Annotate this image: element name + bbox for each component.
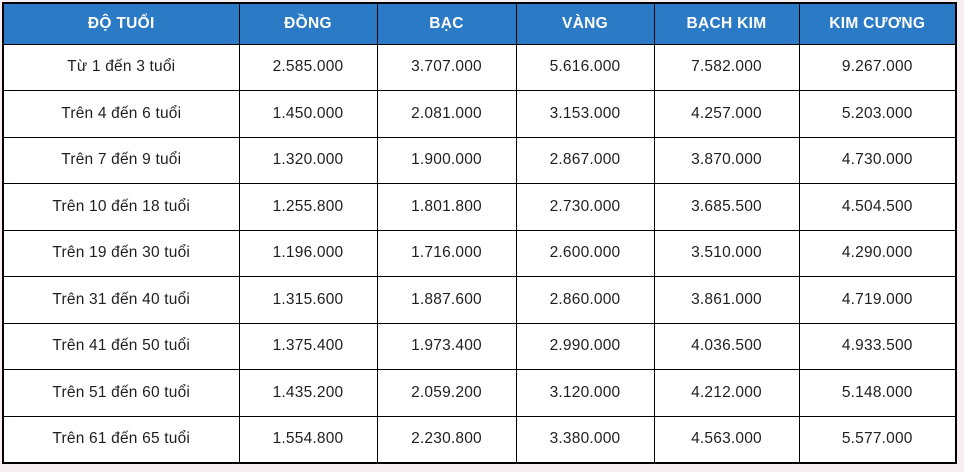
age-cell: Trên 51 đến 60 tuổi [2,369,240,417]
table-row: Trên 10 đến 18 tuổi 1.255.800 1.801.800 … [2,183,957,231]
price-cell: 3.870.000 [653,136,800,184]
table-row: Trên 41 đến 50 tuổi 1.375.400 1.973.400 … [2,322,957,370]
price-cell: 5.203.000 [798,90,957,138]
price-cell: 2.059.200 [376,369,517,417]
price-cell: 2.860.000 [515,276,655,324]
price-cell: 3.120.000 [515,369,655,417]
price-cell: 2.600.000 [515,229,655,277]
price-cell: 3.861.000 [653,276,800,324]
age-cell: Trên 7 đến 9 tuổi [2,136,240,184]
pricing-table: ĐỘ TUỔI ĐỒNG BẠC VÀNG BẠCH KIM KIM CƯƠNG… [2,2,957,464]
age-cell: Trên 41 đến 50 tuổi [2,322,240,370]
price-cell: 3.707.000 [376,43,517,91]
column-header-vang: VÀNG [515,2,655,45]
price-cell: 1.435.200 [238,369,378,417]
price-cell: 2.585.000 [238,43,378,91]
price-cell: 7.582.000 [653,43,800,91]
table-row: Trên 7 đến 9 tuổi 1.320.000 1.900.000 2.… [2,136,957,184]
price-cell: 4.504.500 [798,183,957,231]
table-body: Từ 1 đến 3 tuổi 2.585.000 3.707.000 5.61… [2,43,957,463]
table-row: Trên 19 đến 30 tuổi 1.196.000 1.716.000 … [2,229,957,277]
price-cell: 5.148.000 [798,369,957,417]
price-cell: 5.577.000 [798,415,957,463]
column-header-age: ĐỘ TUỔI [2,2,240,45]
price-cell: 3.510.000 [653,229,800,277]
table-row: Trên 51 đến 60 tuổi 1.435.200 2.059.200 … [2,369,957,417]
table-row: Trên 4 đến 6 tuổi 1.450.000 2.081.000 3.… [2,90,957,138]
column-header-kim-cuong: KIM CƯƠNG [798,2,957,45]
price-cell: 9.267.000 [798,43,957,91]
price-cell: 1.554.800 [238,415,378,463]
price-cell: 4.933.500 [798,322,957,370]
price-cell: 2.990.000 [515,322,655,370]
age-cell: Trên 4 đến 6 tuổi [2,90,240,138]
price-cell: 1.973.400 [376,322,517,370]
price-cell: 5.616.000 [515,43,655,91]
price-cell: 1.716.000 [376,229,517,277]
column-header-bac: BẠC [376,2,517,45]
price-cell: 2.081.000 [376,90,517,138]
age-cell: Trên 31 đến 40 tuổi [2,276,240,324]
price-cell: 3.153.000 [515,90,655,138]
price-cell: 2.730.000 [515,183,655,231]
table-header-row: ĐỘ TUỔI ĐỒNG BẠC VÀNG BẠCH KIM KIM CƯƠNG [2,2,957,45]
table-row: Từ 1 đến 3 tuổi 2.585.000 3.707.000 5.61… [2,43,957,91]
age-cell: Trên 19 đến 30 tuổi [2,229,240,277]
price-cell: 4.036.500 [653,322,800,370]
price-cell: 2.230.800 [376,415,517,463]
column-header-bach-kim: BẠCH KIM [653,2,800,45]
price-cell: 3.685.500 [653,183,800,231]
table-row: Trên 31 đến 40 tuổi 1.315.600 1.887.600 … [2,276,957,324]
price-cell: 4.730.000 [798,136,957,184]
price-cell: 1.375.400 [238,322,378,370]
table-row: Trên 61 đến 65 tuổi 1.554.800 2.230.800 … [2,415,957,463]
price-cell: 2.867.000 [515,136,655,184]
price-cell: 4.719.000 [798,276,957,324]
price-cell: 4.212.000 [653,369,800,417]
price-cell: 1.900.000 [376,136,517,184]
price-cell: 4.257.000 [653,90,800,138]
price-cell: 3.380.000 [515,415,655,463]
price-cell: 1.801.800 [376,183,517,231]
age-cell: Từ 1 đến 3 tuổi [2,43,240,91]
price-cell: 1.196.000 [238,229,378,277]
column-header-dong: ĐỒNG [238,2,378,45]
price-cell: 1.255.800 [238,183,378,231]
price-cell: 1.887.600 [376,276,517,324]
age-cell: Trên 61 đến 65 tuổi [2,415,240,463]
price-cell: 4.290.000 [798,229,957,277]
price-cell: 1.320.000 [238,136,378,184]
price-cell: 4.563.000 [653,415,800,463]
price-cell: 1.315.600 [238,276,378,324]
price-cell: 1.450.000 [238,90,378,138]
age-cell: Trên 10 đến 18 tuổi [2,183,240,231]
